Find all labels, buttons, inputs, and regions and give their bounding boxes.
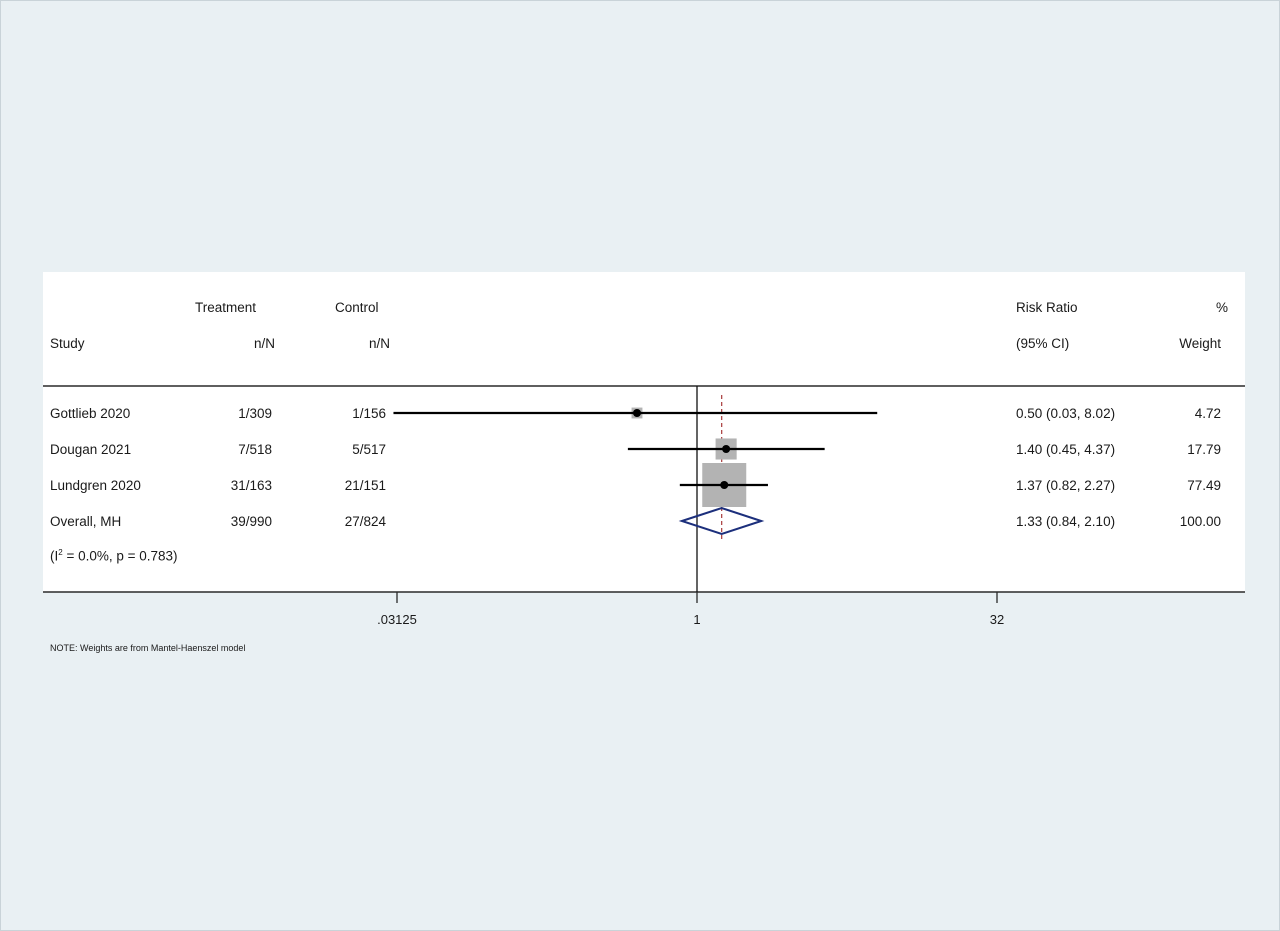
point-estimate (722, 445, 731, 453)
header-risk-ratio: Risk Ratio (1016, 300, 1078, 315)
x-tick-label: .03125 (377, 612, 417, 627)
header-treatment: Treatment (195, 300, 257, 315)
header-treatment-nN: n/N (253, 336, 275, 351)
point-estimate (633, 409, 641, 417)
row-lundgren-rr: 1.37 (0.82, 2.27) (1016, 478, 1116, 493)
row-dougan-weight: 17.79 (1187, 442, 1221, 457)
row-lundgren-study: Lundgren 2020 (50, 478, 141, 493)
row-gottlieb-control: 1/156 (352, 406, 386, 421)
header-percent: % (1215, 300, 1228, 315)
header-weight: Weight (1179, 336, 1221, 351)
heterogeneity-stat: (I2 = 0.0%, p = 0.783) (50, 549, 178, 563)
row-gottlieb-treatment: 1/309 (238, 406, 272, 421)
row-lundgren-control: 21/151 (344, 478, 386, 493)
overall-diamond (678, 506, 765, 536)
heterogeneity-superscript: 2 (58, 548, 63, 557)
row-gottlieb-rr: 0.50 (0.03, 8.02) (1016, 406, 1116, 421)
header-control-nN: n/N (368, 336, 390, 351)
row-overall-study: Overall, MH (50, 514, 122, 529)
forest-plot-panel (43, 272, 1245, 592)
header-ci: (95% CI) (1016, 336, 1070, 351)
row-overall-treatment: 39/990 (230, 514, 272, 529)
x-tick-label: 32 (990, 612, 1004, 627)
row-dougan-treatment: 7/518 (238, 442, 272, 457)
header-study: Study (50, 336, 85, 351)
row-lundgren-weight: 77.49 (1187, 478, 1221, 493)
row-overall-weight: 100.00 (1179, 514, 1221, 529)
x-tick-label: 1 (693, 612, 700, 627)
heterogeneity-suffix: = 0.0%, p = 0.783) (62, 548, 178, 564)
row-gottlieb-study: Gottlieb 2020 (50, 406, 131, 421)
row-gottlieb-weight: 4.72 (1194, 406, 1221, 421)
row-overall-control: 27/824 (344, 514, 386, 529)
point-estimate (720, 481, 729, 489)
row-dougan-rr: 1.40 (0.45, 4.37) (1016, 442, 1116, 457)
heterogeneity-prefix: (I (50, 548, 59, 564)
header-control: Control (335, 300, 379, 315)
row-dougan-study: Dougan 2021 (50, 442, 132, 457)
row-lundgren-treatment: 31/163 (230, 478, 272, 493)
weights-note: NOTE: Weights are from Mantel-Haenszel m… (50, 643, 246, 653)
row-dougan-control: 5/517 (352, 442, 386, 457)
row-overall-rr: 1.33 (0.84, 2.10) (1016, 514, 1116, 529)
